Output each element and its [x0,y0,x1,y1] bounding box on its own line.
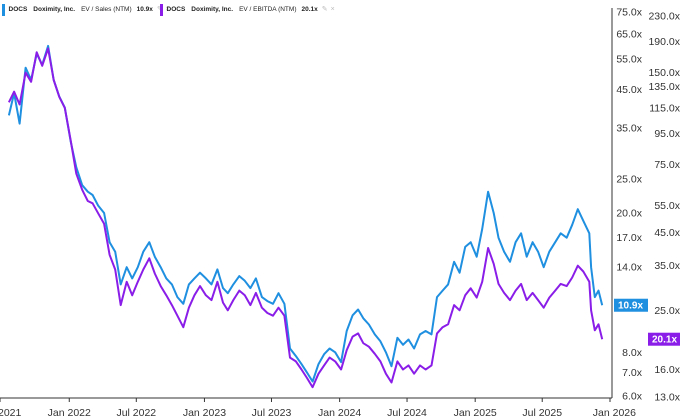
legend-entry-ev-ebitda[interactable]: DOCS Doximity, Inc. EV / EBITDA (NTM) 20… [160,4,335,16]
legend-ticker: DOCS [166,6,186,13]
left-axis-tick-label: 20.0x [616,207,642,219]
right-axis-tick-label: 16.0x [654,364,680,376]
legend-value: 20.1x [301,6,318,13]
x-tick-label: Jan 2023 [183,407,226,419]
x-tick-label: Jul 2022 [116,407,156,419]
right-axis-tick-label: 55.0x [654,200,680,212]
x-tick-label: Jul 2024 [387,407,427,419]
x-tick-label: 2021 [0,407,22,419]
left-axis-tick-label: 25.0x [616,174,642,186]
x-tick-label: Jan 2026 [593,407,636,419]
left-axis-tick-label: 65.0x [616,28,642,40]
left-axis-tick-label: 55.0x [616,54,642,66]
right-axis-tick-label: 35.0x [654,260,680,272]
close-icon[interactable]: × [165,6,170,13]
right-axis-tick-label: 25.0x [654,305,680,317]
last-value-badge [614,298,648,312]
legend-swatch [2,4,5,16]
x-tick-label: Jul 2023 [252,407,292,419]
left-axis-tick-label: 75.0x [616,7,642,19]
right-axis-tick-label: 13.0x [654,392,680,404]
last-value-badge-label: 20.1x [652,335,677,346]
x-tick-label: Jul 2025 [522,407,562,419]
left-axis-tick-label: 8.0x [622,347,643,359]
legend-company: Doximity, Inc. [33,6,76,13]
left-axis-tick-label: 14.0x [616,262,642,274]
left-axis-tick-label: 17.0x [616,232,642,244]
right-axis-tick-label: 190.0x [648,36,680,48]
legend-value: 10.9x [136,6,153,13]
legend-metric: EV / EBITDA (NTM) [239,6,297,13]
right-axis-tick-label: 75.0x [654,159,680,171]
right-axis-tick-label: 150.0x [648,67,680,79]
series-line-ev-ebitda [8,47,604,389]
legend-entry-ev-sales[interactable]: DOCS Doximity, Inc. EV / Sales (NTM) 10.… [2,4,170,16]
legend-swatch [160,4,163,16]
left-axis-tick-label: 7.0x [622,367,643,379]
last-value-badge-label: 10.9x [618,301,643,312]
right-axis-tick-label: 115.0x [649,102,680,114]
edit-icon[interactable]: ✎ [321,6,328,13]
left-axis-tick-label: 45.0x [616,84,642,96]
right-axis-tick-label: 45.0x [654,227,680,239]
x-tick-label: Jan 2025 [454,407,497,419]
edit-icon[interactable]: ✎ [157,4,163,16]
right-axis-tick-label: 95.0x [654,128,680,140]
legend-company: Doximity, Inc. [191,6,234,13]
last-value-badge [648,332,680,346]
right-axis-tick-label: 135.0x [648,81,680,93]
legend-ticker: DOCS [8,6,28,13]
left-axis-tick-label: 35.0x [616,122,642,134]
x-tick-label: Jan 2024 [318,407,361,419]
x-tick-label: Jan 2022 [48,407,91,419]
legend-metric: EV / Sales (NTM) [81,6,132,13]
left-axis-tick-label: 6.0x [622,391,643,403]
right-axis-tick-label: 230.0x [648,11,680,23]
series-line-ev-sales [7,44,604,383]
close-icon[interactable]: × [330,6,335,13]
